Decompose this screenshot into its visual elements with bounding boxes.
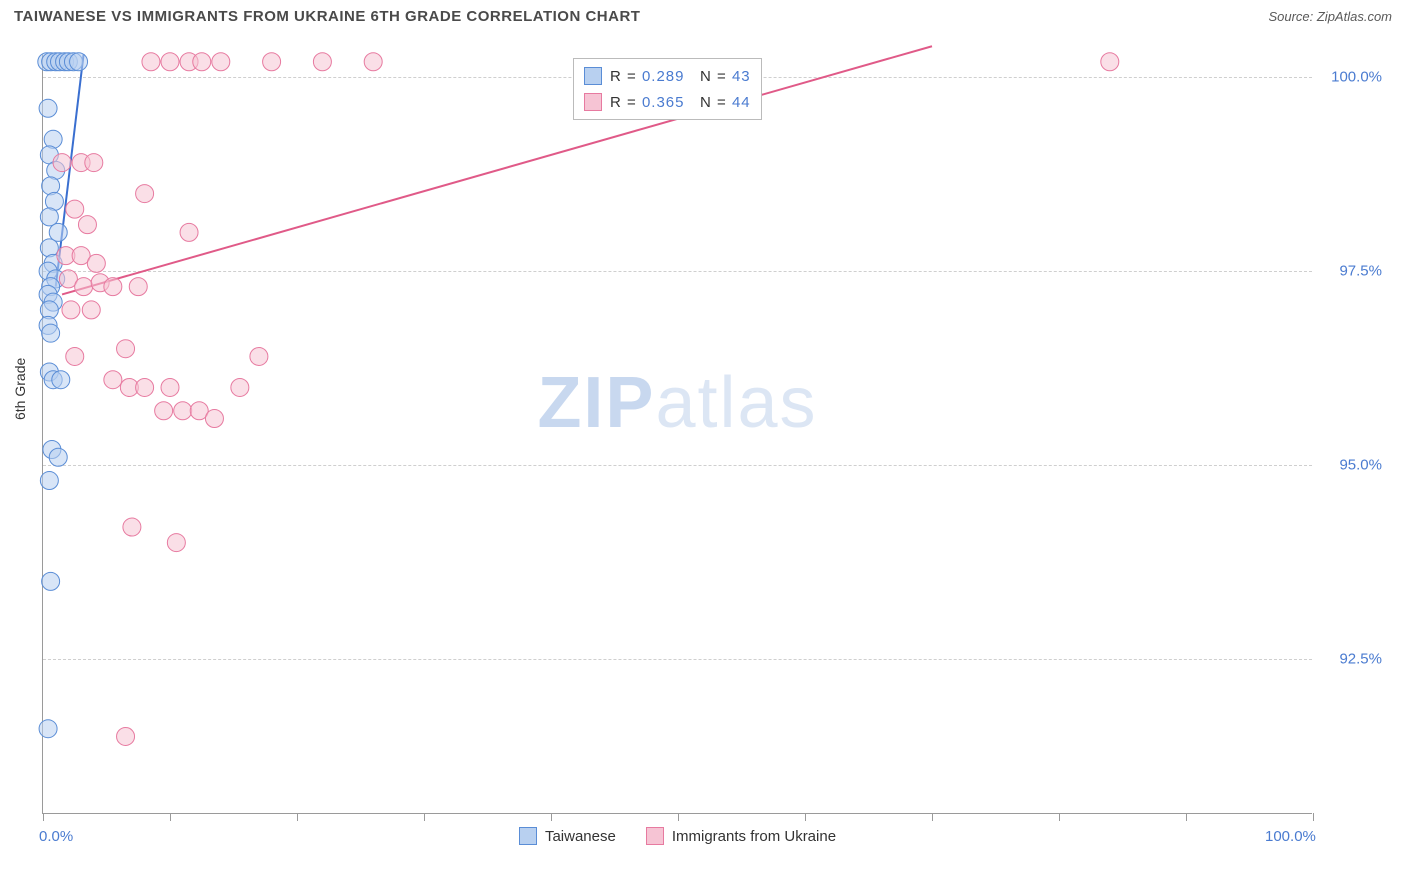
point-ukraine	[161, 378, 179, 396]
y-axis-label: 6th Grade	[12, 358, 28, 420]
point-ukraine	[117, 727, 135, 745]
point-ukraine	[250, 347, 268, 365]
correlation-legend: R = 0.289 N = 43R = 0.365 N = 44	[573, 58, 762, 120]
point-taiwanese	[40, 208, 58, 226]
point-taiwanese	[42, 572, 60, 590]
point-ukraine	[231, 378, 249, 396]
point-ukraine	[180, 223, 198, 241]
point-taiwanese	[44, 130, 62, 148]
point-taiwanese	[42, 324, 60, 342]
x-tick	[170, 813, 171, 821]
point-ukraine	[87, 254, 105, 272]
point-ukraine	[142, 53, 160, 71]
point-ukraine	[174, 402, 192, 420]
y-tick-label: 95.0%	[1322, 457, 1382, 474]
scatter-svg	[43, 54, 1313, 814]
correlation-row-ukraine: R = 0.365 N = 44	[584, 89, 751, 115]
legend-label: Taiwanese	[545, 828, 616, 845]
swatch-icon	[519, 827, 537, 845]
legend-item-taiwanese: Taiwanese	[519, 827, 616, 845]
series-legend: Taiwanese Immigrants from Ukraine	[43, 827, 1312, 845]
source-attribution: Source: ZipAtlas.com	[1268, 9, 1392, 24]
point-ukraine	[85, 154, 103, 172]
point-taiwanese	[39, 99, 57, 117]
point-taiwanese	[40, 239, 58, 257]
point-ukraine	[1101, 53, 1119, 71]
chart-title: TAIWANESE VS IMMIGRANTS FROM UKRAINE 6TH…	[14, 8, 640, 25]
point-ukraine	[62, 301, 80, 319]
point-ukraine	[212, 53, 230, 71]
point-ukraine	[136, 185, 154, 203]
point-ukraine	[82, 301, 100, 319]
point-ukraine	[167, 534, 185, 552]
point-ukraine	[66, 200, 84, 218]
point-ukraine	[155, 402, 173, 420]
swatch-icon	[584, 93, 602, 111]
point-ukraine	[313, 53, 331, 71]
x-tick	[424, 813, 425, 821]
point-ukraine	[78, 216, 96, 234]
trend-line-ukraine	[62, 46, 932, 294]
y-tick-label: 92.5%	[1322, 650, 1382, 667]
x-tick	[43, 813, 44, 821]
x-tick	[551, 813, 552, 821]
point-ukraine	[117, 340, 135, 358]
point-taiwanese	[40, 472, 58, 490]
point-ukraine	[104, 371, 122, 389]
point-ukraine	[205, 409, 223, 427]
x-tick	[1059, 813, 1060, 821]
x-tick	[1186, 813, 1187, 821]
point-ukraine	[263, 53, 281, 71]
point-ukraine	[104, 278, 122, 296]
point-taiwanese	[42, 177, 60, 195]
point-taiwanese	[70, 53, 88, 71]
correlation-row-taiwanese: R = 0.289 N = 43	[584, 63, 751, 89]
point-ukraine	[136, 378, 154, 396]
point-ukraine	[161, 53, 179, 71]
point-taiwanese	[49, 223, 67, 241]
point-ukraine	[66, 347, 84, 365]
plot-area: ZIPatlas 92.5%95.0%97.5%100.0% R = 0.289…	[42, 54, 1312, 814]
point-ukraine	[364, 53, 382, 71]
legend-label: Immigrants from Ukraine	[672, 828, 836, 845]
point-taiwanese	[52, 371, 70, 389]
x-tick	[1313, 813, 1314, 821]
legend-item-ukraine: Immigrants from Ukraine	[646, 827, 836, 845]
point-ukraine	[123, 518, 141, 536]
y-tick-label: 100.0%	[1322, 69, 1382, 86]
x-tick	[297, 813, 298, 821]
x-tick	[805, 813, 806, 821]
point-taiwanese	[39, 720, 57, 738]
point-ukraine	[53, 154, 71, 172]
x-tick	[932, 813, 933, 821]
x-tick	[678, 813, 679, 821]
swatch-icon	[646, 827, 664, 845]
swatch-icon	[584, 67, 602, 85]
y-tick-label: 97.5%	[1322, 263, 1382, 280]
point-ukraine	[193, 53, 211, 71]
point-taiwanese	[49, 448, 67, 466]
plot-wrap: ZIPatlas 92.5%95.0%97.5%100.0% R = 0.289…	[42, 54, 1388, 830]
point-ukraine	[129, 278, 147, 296]
point-ukraine	[75, 278, 93, 296]
